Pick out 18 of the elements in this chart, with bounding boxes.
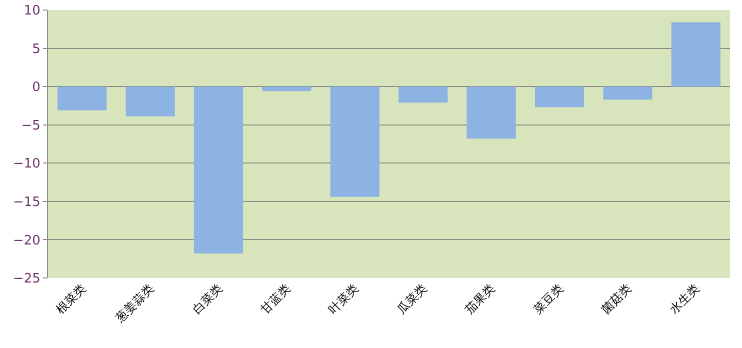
x-tick-label: 水生类 [666, 281, 702, 317]
y-tick-label: 5 [32, 42, 40, 57]
y-tick-label: −20 [12, 233, 40, 248]
y-tick-label: 0 [32, 80, 40, 96]
x-tick-label: 菜豆类 [530, 281, 566, 317]
y-tick-label: 10 [24, 4, 40, 19]
x-tick-label: 根菜类 [53, 281, 88, 317]
x-tick-label: 白菜类 [190, 281, 225, 317]
x-tick-label: 甘蓝类 [258, 281, 294, 317]
y-tick-label: −5 [21, 118, 40, 134]
x-tick-label: 菌菇类 [598, 281, 634, 317]
y-tick-label: −15 [12, 194, 40, 210]
x-tick-label: 葱姜蒜类 [112, 281, 157, 326]
y-tick-label: −10 [12, 156, 40, 172]
y-tick-label: −25 [12, 272, 40, 287]
x-tick-label: 叶菜类 [326, 281, 362, 317]
x-tick-label: 瓜菜类 [394, 281, 430, 317]
x-tick-label: 茄果类 [462, 281, 498, 317]
